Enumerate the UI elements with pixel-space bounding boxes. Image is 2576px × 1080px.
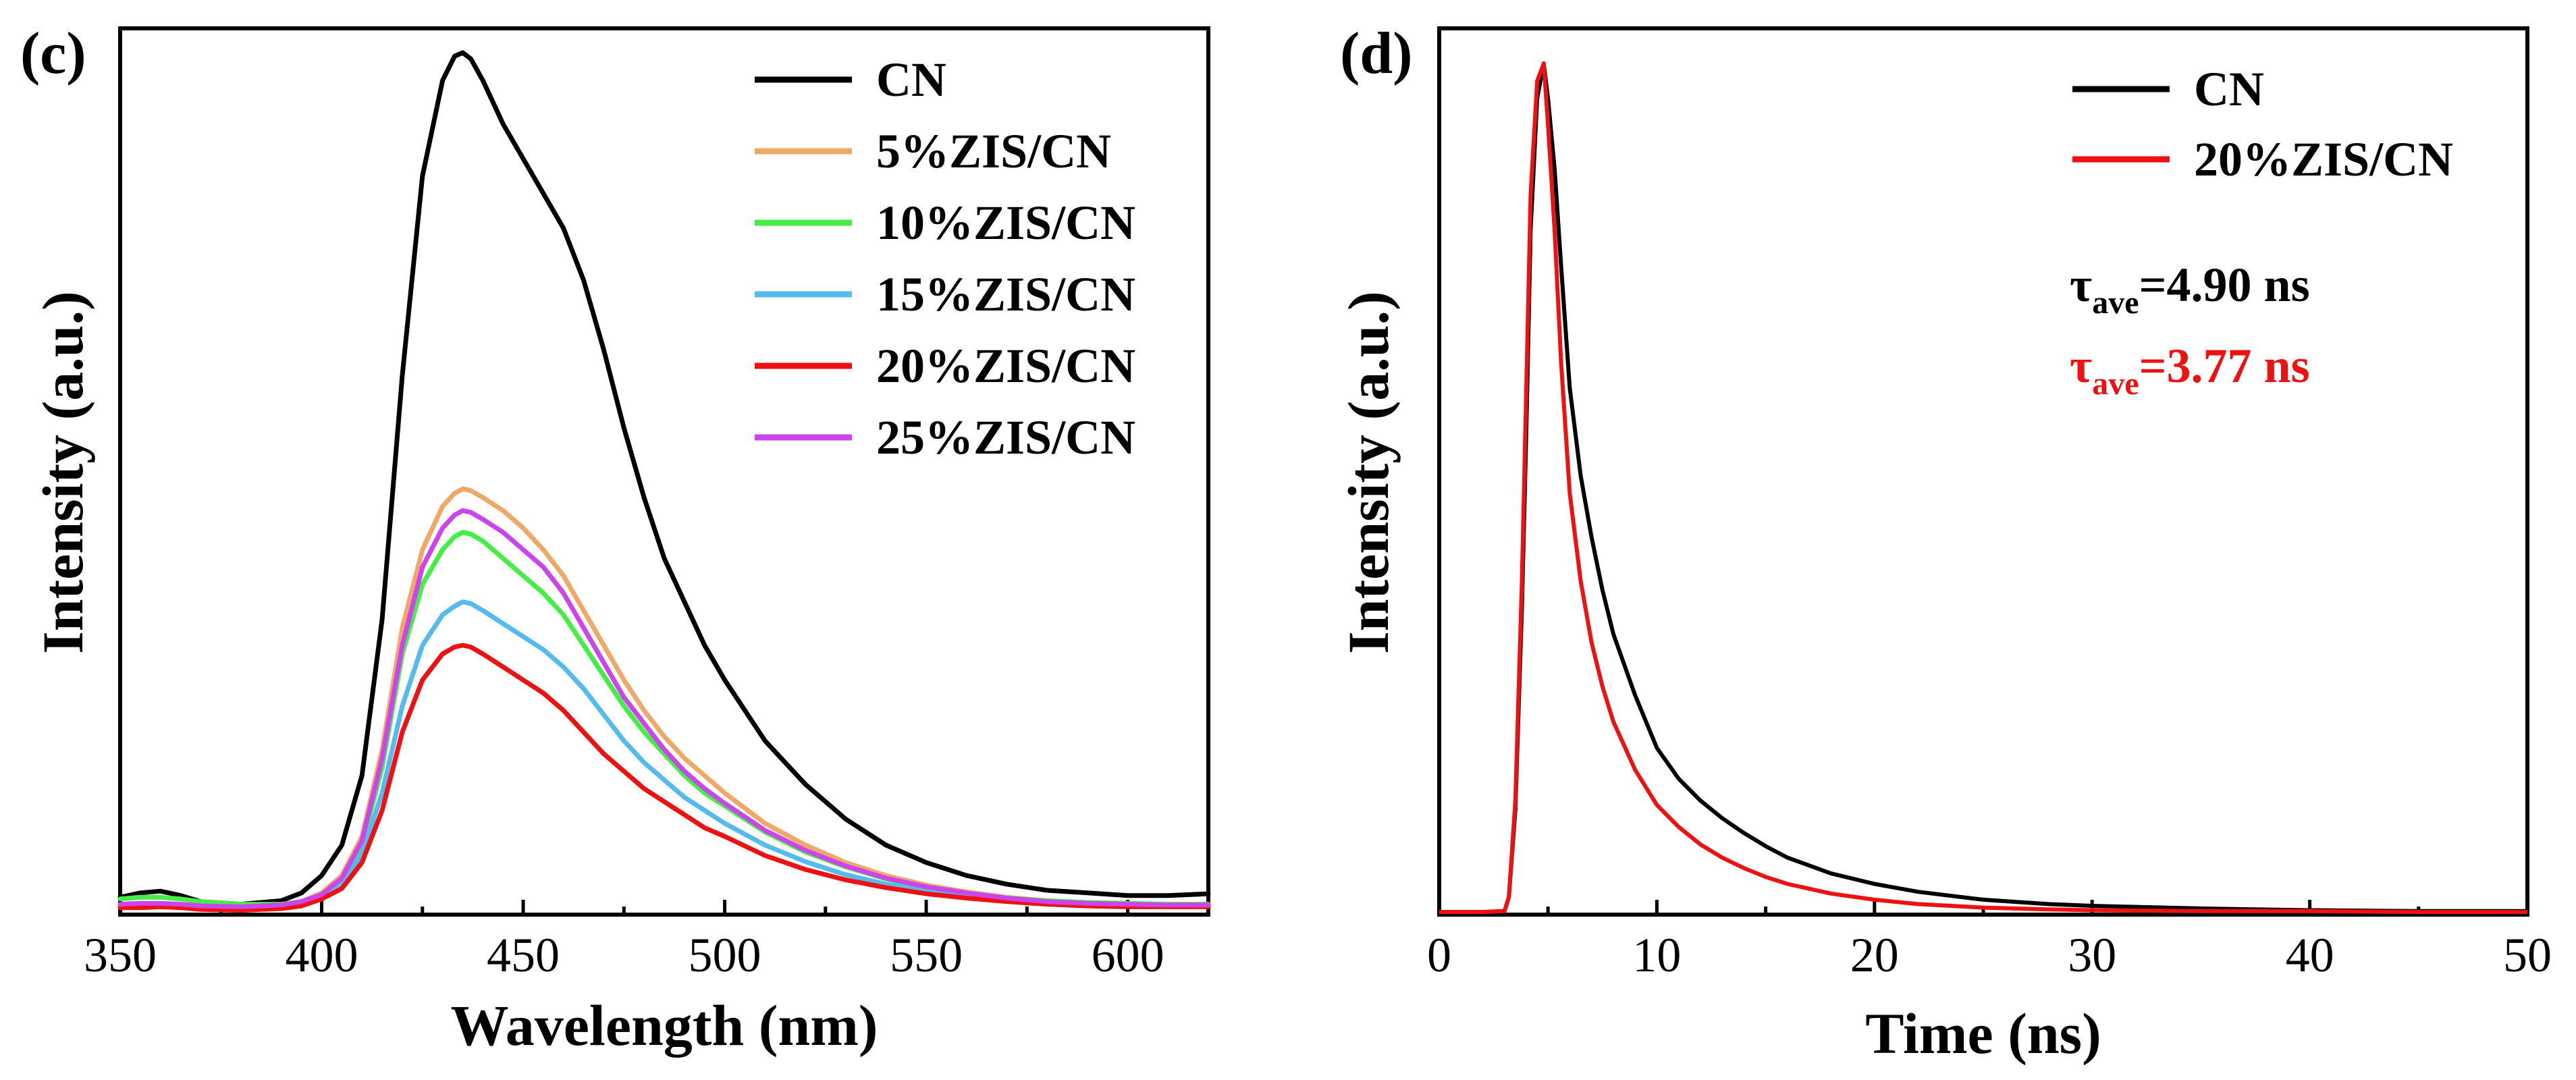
legend-label: CN: [2194, 62, 2264, 116]
lifetime-value: =3.77 ns: [2139, 339, 2310, 393]
x-tick-label: 10: [1632, 928, 1681, 982]
tau-subscript: ave: [2092, 285, 2139, 321]
x-axis-title-d: Time (ns): [1865, 1001, 2101, 1066]
x-tick-label: 50: [2503, 928, 2552, 982]
legend-label: 20%ZIS/CN: [876, 339, 1135, 393]
x-tick-label: 550: [890, 928, 963, 982]
series-line-20-zis-cn: [117, 643, 1211, 913]
lifetime-annotation-cn: τave=4.90 ns: [2070, 258, 2310, 321]
legend-label: 5%ZIS/CN: [876, 124, 1111, 178]
x-tick-label: 500: [689, 928, 761, 982]
x-tick-label: 400: [286, 928, 358, 982]
tau-subscript: ave: [2092, 366, 2139, 402]
x-axis-title-c: Wavelength (nm): [450, 993, 878, 1058]
legend-label: 20%ZIS/CN: [2194, 132, 2453, 186]
series-group-c: [117, 50, 1211, 913]
x-tick-label: 40: [2286, 928, 2334, 982]
legend-label: 25%ZIS/CN: [876, 410, 1135, 464]
x-tick-label: 350: [84, 928, 157, 982]
panel-d: (d) 0 10 20 30 40 50 Intensity (a.u.) Time (n…: [1336, 21, 2552, 1066]
x-ticks-c: 350 400 450 500 550 600: [84, 900, 1164, 982]
series-line-20-zis-cn: [1439, 61, 2527, 915]
y-axis-title-d: Intensity (a.u.): [1336, 291, 1401, 654]
lifetime-value: =4.90 ns: [2139, 258, 2310, 312]
panel-label-c: (c): [20, 21, 86, 86]
legend-label: 10%ZIS/CN: [876, 196, 1135, 250]
x-tick-label: 600: [1092, 928, 1164, 982]
series-line-25-zis-cn: [117, 508, 1211, 909]
legend-c: CN 5%ZIS/CN 10%ZIS/CN 15%ZIS/CN 20%ZIS/CN 25%…: [755, 53, 1135, 464]
legend-label: CN: [876, 53, 946, 107]
y-axis-title-c: Intensity (a.u.): [30, 291, 95, 654]
series-group-d: [1439, 61, 2527, 915]
series-line-cn: [1439, 61, 2527, 915]
plot-frame-c: [118, 26, 1210, 917]
panel-c: (c) 350 400 450 500 550 600 Intensity (a.u.) …: [20, 21, 1211, 1058]
legend-d: CN 20%ZIS/CN: [2072, 62, 2453, 186]
x-tick-label: 450: [487, 928, 560, 982]
tau-symbol: τ: [2070, 339, 2092, 393]
series-line-cn: [117, 50, 1211, 907]
x-ticks-d: 0 10 20 30 40 50: [1427, 900, 2552, 982]
lifetime-annotation-20zis: τave=3.77 ns: [2070, 339, 2310, 402]
x-tick-label: 20: [1850, 928, 1899, 982]
series-line-10-zis-cn: [117, 530, 1211, 907]
legend-label: 15%ZIS/CN: [876, 267, 1135, 321]
x-tick-label: 0: [1427, 928, 1451, 982]
panel-label-d: (d): [1340, 21, 1413, 86]
tau-symbol: τ: [2070, 258, 2092, 312]
x-tick-label: 30: [2068, 928, 2116, 982]
